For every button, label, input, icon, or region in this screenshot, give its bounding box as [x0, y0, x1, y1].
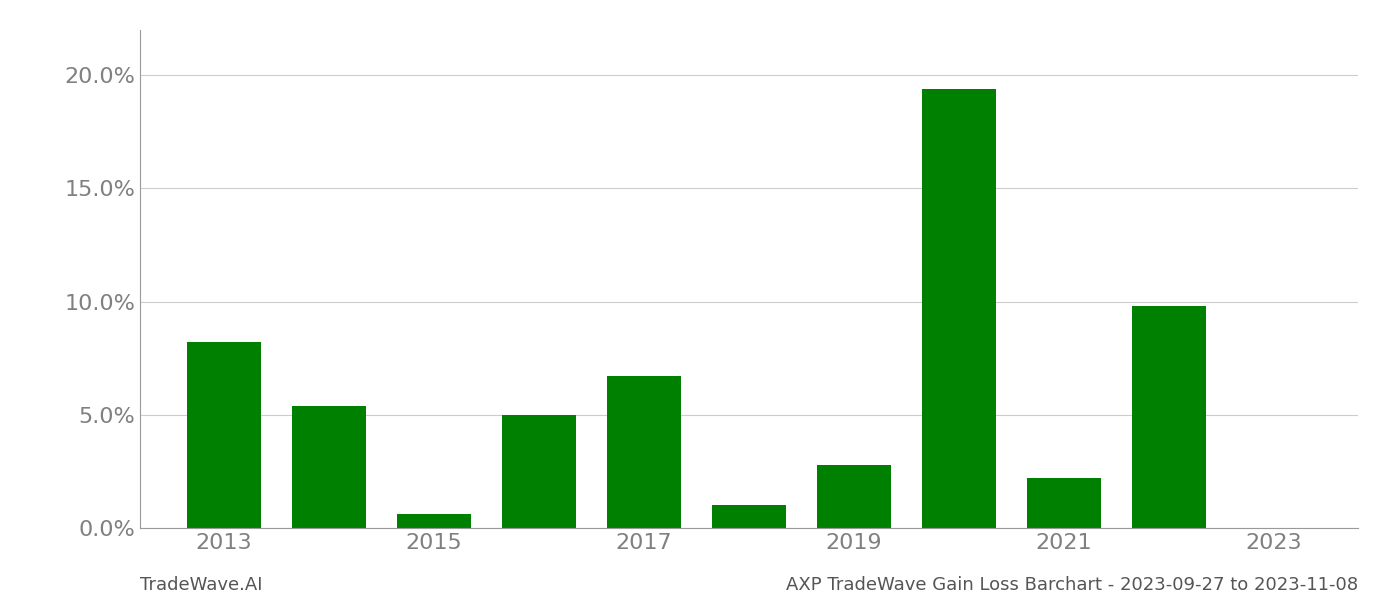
- Bar: [1028, 478, 1100, 528]
- Bar: [398, 514, 470, 528]
- Bar: [1133, 306, 1205, 528]
- Bar: [923, 89, 995, 528]
- Bar: [293, 406, 365, 528]
- Bar: [713, 505, 785, 528]
- Text: TradeWave.AI: TradeWave.AI: [140, 576, 263, 594]
- Text: AXP TradeWave Gain Loss Barchart - 2023-09-27 to 2023-11-08: AXP TradeWave Gain Loss Barchart - 2023-…: [785, 576, 1358, 594]
- Bar: [608, 376, 680, 528]
- Bar: [818, 464, 890, 528]
- Bar: [188, 343, 260, 528]
- Bar: [503, 415, 575, 528]
